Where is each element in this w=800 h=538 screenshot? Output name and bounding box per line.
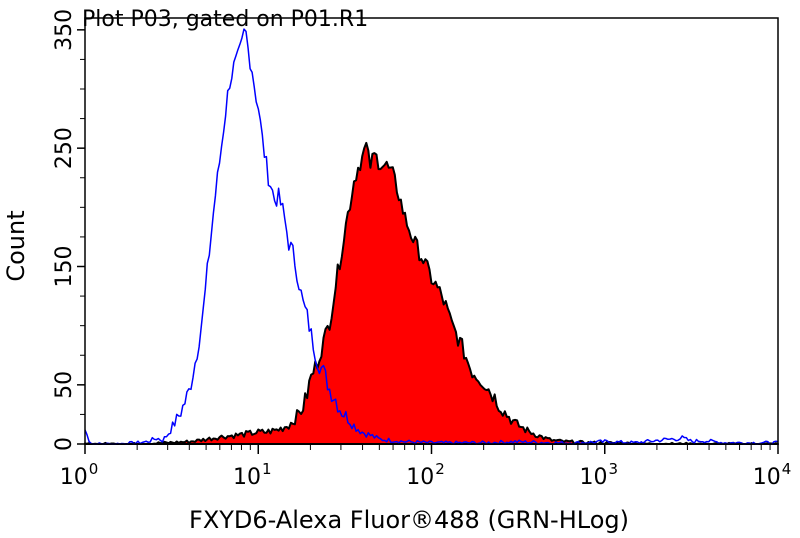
plot-area: [84, 28, 779, 445]
y-axis-ticks: 0 50 150 250 350: [52, 9, 85, 451]
y-tick-label: 350: [52, 9, 77, 51]
x-tick-label: 103: [579, 460, 618, 490]
series-filled-red: [84, 141, 779, 445]
y-tick-label: 250: [52, 127, 77, 169]
chart-title: Plot P03, gated on P01.R1: [82, 7, 368, 32]
y-tick-label: 50: [52, 371, 77, 399]
series-area-filled: [84, 141, 779, 445]
x-tick-label: 100: [60, 460, 99, 490]
y-tick-label: 150: [52, 246, 77, 288]
y-axis-label: Count: [2, 210, 30, 281]
x-tick-label: 101: [233, 460, 272, 490]
x-tick-label: 104: [753, 460, 792, 490]
x-tick-label: 102: [406, 460, 445, 490]
x-axis-label: FXYD6-Alexa Fluor®488 (GRN-HLog): [189, 506, 629, 534]
y-tick-label: 0: [52, 437, 77, 451]
x-axis-ticks: 100 101 102 103 104: [60, 444, 792, 490]
series-outline-blue: [84, 28, 779, 445]
series-line-outline: [84, 28, 779, 445]
